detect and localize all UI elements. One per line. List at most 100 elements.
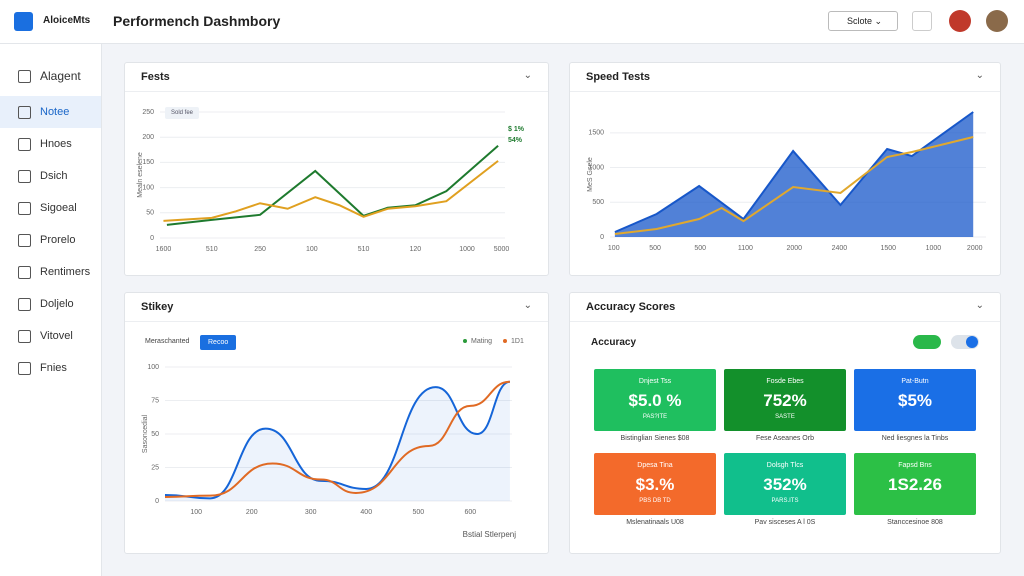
x-tick-label: 500 bbox=[412, 509, 424, 516]
nav-item[interactable]: Alagent bbox=[0, 60, 101, 92]
toggle[interactable] bbox=[913, 335, 941, 349]
y-tick-label: 1500 bbox=[588, 130, 604, 137]
annotation: 54% bbox=[508, 137, 523, 144]
line bbox=[164, 380, 511, 500]
legend-label: 1D1 bbox=[511, 338, 524, 345]
y-tick-label: 100 bbox=[147, 364, 159, 371]
area bbox=[614, 112, 974, 237]
tile-caption: Pav sisceses A l 0S bbox=[754, 519, 816, 526]
score-tile: Fosde Ebes 752% SASTE bbox=[724, 369, 846, 431]
button[interactable]: Recoo bbox=[200, 335, 237, 350]
y-tick-label: 50 bbox=[151, 431, 159, 438]
tile-value: 752% bbox=[763, 391, 807, 410]
x-tick-label: 510 bbox=[206, 246, 218, 253]
tile-sub: PBS DB TD bbox=[639, 498, 671, 504]
y-axis-label: MeS Gsele bbox=[587, 157, 594, 192]
nav-item[interactable]: Sigoeal bbox=[0, 192, 101, 224]
chart: Sasoncedial 0 25 50 75 100 100 200 300 400 500 600 M… bbox=[142, 338, 524, 516]
y-tick-label: 200 bbox=[142, 134, 154, 141]
panel-title: Speed Tests bbox=[586, 71, 650, 83]
divider bbox=[570, 91, 1000, 92]
tile-value: 352% bbox=[763, 475, 807, 494]
legend-label: Mating bbox=[471, 338, 492, 345]
chart: Mealn eselene 0 50 100 150 200 250 1600 510 250 10… bbox=[137, 109, 525, 253]
nav-item[interactable]: Prorelo bbox=[0, 224, 101, 256]
section-label: Accuracy bbox=[591, 337, 637, 348]
avatar[interactable] bbox=[986, 10, 1008, 32]
x-tick-label: 510 bbox=[358, 246, 370, 253]
x-tick-label: 120 bbox=[409, 246, 421, 253]
sidebar: Alagent Notee Hnoes Dsich Sigoeal Prorelo Rent… bbox=[0, 44, 102, 576]
menu-button[interactable] bbox=[912, 11, 932, 31]
legend-swatch bbox=[503, 339, 507, 343]
y-axis-label: Mealn eselene bbox=[137, 152, 144, 198]
x-tick-label: 250 bbox=[254, 246, 266, 253]
y-tick-label: 250 bbox=[142, 109, 154, 116]
button[interactable]: Sold fee bbox=[165, 107, 200, 119]
x-tick-label: 1000 bbox=[459, 246, 475, 253]
legend-swatch bbox=[463, 339, 467, 343]
y-tick-label: 0 bbox=[600, 234, 604, 241]
avatar[interactable] bbox=[949, 10, 971, 32]
tile-caption: Fese Aseanes Orb bbox=[756, 435, 814, 442]
nav-item[interactable]: Fnies bbox=[0, 352, 101, 384]
select-button[interactable]: Sclote ⌄ bbox=[828, 11, 898, 31]
line bbox=[164, 380, 511, 498]
x-tick-label: 500 bbox=[649, 245, 661, 252]
header: AloiceMts Performench Dashmbory Sclote ⌄ bbox=[0, 0, 1024, 44]
y-tick-label: 50 bbox=[146, 210, 154, 217]
line bbox=[163, 160, 499, 222]
panel: Speed Tests ⌄ MeS Gsele 0 500 1000 1500 100 500 5… bbox=[569, 62, 1001, 276]
x-tick-label: 100 bbox=[306, 246, 318, 253]
score-tile: Fapsd Bns 1S2.26 bbox=[854, 453, 976, 515]
x-tick-label: 400 bbox=[360, 509, 372, 516]
x-tick-label: 1100 bbox=[738, 245, 753, 252]
divider bbox=[125, 91, 548, 92]
y-tick-label: 25 bbox=[151, 464, 159, 471]
y-tick-label: 0 bbox=[155, 498, 159, 505]
collapse[interactable]: ⌄ bbox=[523, 70, 532, 81]
tile-title: Dpesa Tina bbox=[637, 462, 673, 469]
tile-caption: Mslenatinaals U08 bbox=[626, 519, 684, 526]
chart: MeS Gsele 0 500 1000 1500 100 500 500 1100 2000 24… bbox=[587, 111, 986, 252]
x-tick-label: 1000 bbox=[926, 245, 942, 252]
nav-item[interactable]: Hnoes bbox=[0, 128, 101, 160]
nav-item[interactable]: Notee bbox=[0, 96, 101, 128]
toggle[interactable] bbox=[951, 335, 979, 349]
x-tick-label: 5000 bbox=[494, 246, 510, 253]
x-tick-label: 100 bbox=[190, 509, 202, 516]
annotation: $ 1% bbox=[508, 126, 525, 133]
collapse[interactable]: ⌄ bbox=[975, 300, 984, 311]
score-tile: Pat-Butn $5% bbox=[854, 369, 976, 431]
x-tick-label: 600 bbox=[465, 509, 477, 516]
x-tick-label: 1500 bbox=[880, 245, 896, 252]
nav-item[interactable]: Vitovel bbox=[0, 320, 101, 352]
logo-icon bbox=[14, 12, 33, 31]
x-tick-label: 2400 bbox=[832, 245, 848, 252]
x-tick-label: 2000 bbox=[967, 245, 983, 252]
tile-caption: Bistinglian Sienes $08 bbox=[620, 435, 690, 442]
y-tick-label: 100 bbox=[142, 184, 154, 191]
y-tick-label: 150 bbox=[142, 159, 154, 166]
y-axis-label: Sasoncedial bbox=[142, 414, 149, 453]
y-tick-label: 1000 bbox=[588, 164, 604, 171]
x-tick-label: 100 bbox=[608, 245, 620, 252]
x-tick-label: 500 bbox=[694, 245, 706, 252]
y-tick-label: 75 bbox=[151, 397, 159, 404]
label: Meraschanted bbox=[145, 338, 190, 345]
score-tile: Dolsgh Tlcs 352% PARS.ITS bbox=[724, 453, 846, 515]
y-tick-label: 500 bbox=[592, 199, 604, 206]
collapse[interactable]: ⌄ bbox=[523, 300, 532, 311]
nav-item[interactable]: Dsich bbox=[0, 160, 101, 192]
tile-sub: PAS?ITE bbox=[642, 414, 668, 420]
tile-caption: Ned liesgnes la Tinbs bbox=[881, 435, 949, 442]
tile-sub: PARS.ITS bbox=[771, 498, 799, 504]
tile-title: Dolsgh Tlcs bbox=[766, 462, 804, 469]
nav-item[interactable]: Rentimers bbox=[0, 256, 101, 288]
nav-item[interactable]: Doljelo bbox=[0, 288, 101, 320]
tile-value: 1S2.26 bbox=[888, 475, 942, 494]
collapse[interactable]: ⌄ bbox=[975, 70, 984, 81]
score-tile: Dpesa Tina $3.% PBS DB TD bbox=[594, 453, 716, 515]
panel: Accuracy Scores ⌄ Accuracy Dnjest Tss $5.… bbox=[569, 292, 1001, 554]
tile-title: Pat-Butn bbox=[901, 378, 929, 385]
